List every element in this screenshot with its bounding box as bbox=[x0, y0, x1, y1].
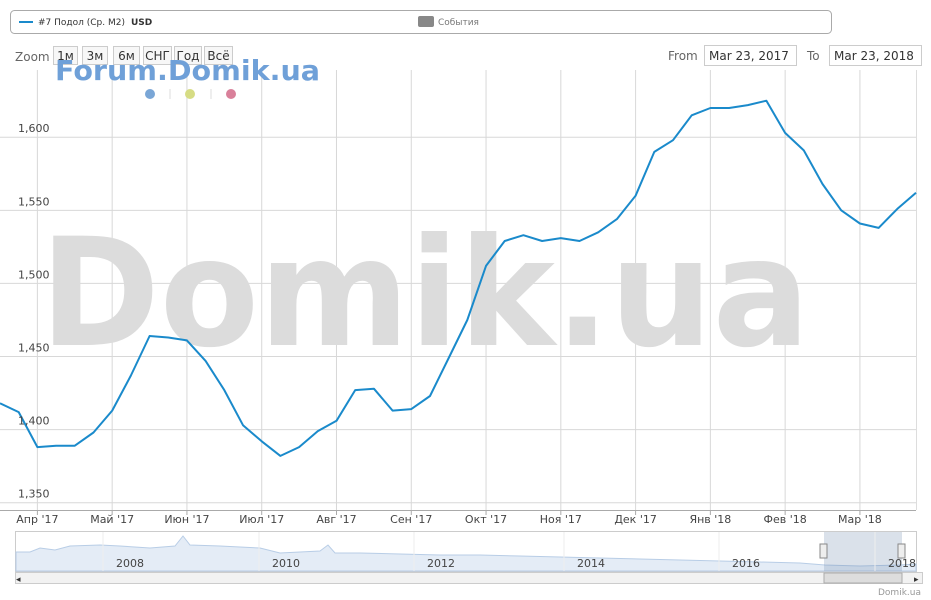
from-value: Mar 23, 2017 bbox=[709, 49, 789, 63]
x-tick-label: Дек '17 bbox=[614, 513, 657, 526]
watermark-forum: Forum.Domik.ua bbox=[55, 54, 320, 87]
navigator-year: 2018 bbox=[888, 557, 916, 570]
scroll-left[interactable]: ◂ bbox=[16, 575, 21, 585]
navigator-year: 2014 bbox=[577, 557, 605, 570]
events-label[interactable]: События bbox=[438, 18, 479, 28]
x-tick-label: Окт '17 bbox=[465, 513, 507, 526]
zoom-button[interactable] bbox=[82, 46, 108, 65]
zoom-label: Zoom bbox=[15, 50, 50, 64]
navigator-year: 2010 bbox=[272, 557, 300, 570]
x-tick-label: Июн '17 bbox=[164, 513, 209, 526]
to-value: Mar 23, 2018 bbox=[834, 49, 914, 63]
zoom-button[interactable] bbox=[53, 46, 78, 65]
navigator-handle[interactable] bbox=[897, 543, 906, 559]
y-tick-label: 1,600 bbox=[18, 122, 50, 135]
scrollbar-thumb[interactable] bbox=[823, 572, 903, 584]
zoom-button-label[interactable]: СНГ bbox=[145, 49, 170, 63]
to-label: To bbox=[806, 49, 820, 63]
zoom-buttons: 1м 3м 6м СНГ Год Всё bbox=[53, 46, 233, 65]
y-tick-label: 1,350 bbox=[18, 488, 50, 501]
zoom-button[interactable] bbox=[204, 46, 233, 65]
navigator-axis: 2008 2010 2012 2014 2016 2018 bbox=[102, 532, 916, 571]
x-tick-label: Май '17 bbox=[90, 513, 134, 526]
navigator-window[interactable] bbox=[824, 532, 902, 571]
x-tick-label: Мар '18 bbox=[838, 513, 882, 526]
y-tick-label: 1,450 bbox=[18, 342, 50, 355]
x-tick-label: Июл '17 bbox=[239, 513, 284, 526]
x-tick-label: Апр '17 bbox=[16, 513, 58, 526]
series-line bbox=[0, 99, 917, 457]
dot bbox=[185, 89, 195, 99]
scroll-right[interactable]: ▸ bbox=[914, 575, 919, 585]
series bbox=[0, 99, 917, 457]
zoom-button-label[interactable]: 1м bbox=[57, 49, 74, 63]
navigator-year: 2012 bbox=[427, 557, 455, 570]
navigator-year: 2016 bbox=[732, 557, 760, 570]
dot bbox=[145, 89, 155, 99]
from-input[interactable] bbox=[704, 45, 797, 66]
y-tick-label: 1,400 bbox=[18, 415, 50, 428]
x-tick-label: Сен '17 bbox=[390, 513, 432, 526]
dot bbox=[226, 89, 236, 99]
x-tick-label: Янв '18 bbox=[689, 513, 731, 526]
zoom-button-label[interactable]: 3м bbox=[87, 49, 104, 63]
zoom-button-label[interactable]: Всё bbox=[207, 49, 229, 63]
grid bbox=[0, 70, 917, 510]
x-tick-label: Авг '17 bbox=[316, 513, 356, 526]
zoom-button[interactable] bbox=[113, 46, 140, 65]
x-tick-label: Фев '18 bbox=[764, 513, 807, 526]
navigator-year: 2008 bbox=[116, 557, 144, 570]
navigator-handle[interactable] bbox=[819, 543, 828, 559]
zoom-button[interactable] bbox=[143, 46, 172, 65]
events-swatch bbox=[418, 16, 434, 27]
x-axis: 1,350 1,400 1,450 1,500 1,550 1,600 Апр '17 Май… bbox=[0, 122, 916, 526]
y-tick-label: 1,550 bbox=[18, 195, 50, 208]
y-tick-label: 1,500 bbox=[18, 268, 50, 281]
legend-label[interactable]: #7 Подол (Ср. М2) bbox=[38, 18, 125, 28]
x-tick-label: Ноя '17 bbox=[540, 513, 582, 526]
from-label: From bbox=[668, 49, 698, 63]
credits: Domik.ua bbox=[878, 588, 921, 598]
scrollbar[interactable] bbox=[15, 572, 923, 584]
to-input[interactable] bbox=[829, 45, 922, 66]
zoom-button-label[interactable]: Год bbox=[177, 49, 200, 63]
watermark: Domik.ua bbox=[40, 207, 810, 381]
legend-unit: USD bbox=[131, 18, 152, 28]
zoom-button-label[interactable]: 6м bbox=[118, 49, 135, 63]
zoom-button[interactable] bbox=[174, 46, 202, 65]
